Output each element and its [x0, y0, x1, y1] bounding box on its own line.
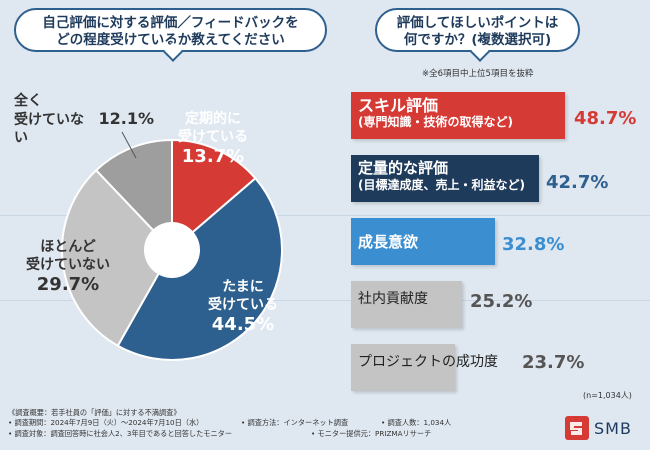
sample-size-note: (n=1,034人)	[583, 391, 632, 400]
bar-value-growth: 32.8%	[502, 234, 565, 255]
bar-project	[351, 344, 455, 391]
pie-center-hole	[144, 222, 200, 278]
bar-value-project: 23.7%	[522, 352, 585, 373]
bar-label-contribution: 社内貢献度	[358, 291, 428, 307]
smb-logo: SMB	[565, 416, 632, 440]
pie-label-never-pct: 12.1%	[98, 109, 154, 128]
bar-contribution	[351, 281, 462, 328]
left-question-line1: 自己評価に対する評価／フィードバックを	[42, 15, 299, 31]
pie-label-sometimes-line2: 受けている	[208, 297, 278, 313]
pie-label-never-line2: 受けていない	[14, 112, 84, 146]
pie-label-regularly-line1: 定期的に	[185, 111, 241, 127]
background-line	[0, 215, 650, 216]
bar-value-quant: 42.7%	[546, 172, 609, 193]
footer-provider: • モニター提供元：PRIZMAリサーチ	[311, 428, 432, 438]
bar-label-quant: 定量的な評価 (目標達成度、売上・利益など)	[358, 160, 525, 194]
right-question-line2: 何ですか？(複数選択可)	[403, 32, 552, 48]
bar-value-contribution: 25.2%	[470, 291, 533, 312]
pie-label-rarely-line1: ほとんど	[40, 239, 96, 255]
right-question-line1: 評価してほしいポイントは	[396, 15, 559, 31]
left-question-line2: どの程度受けているか教えてください	[56, 32, 285, 48]
smb-logo-icon	[565, 416, 589, 440]
pie-label-rarely-pct: 29.7%	[36, 274, 100, 295]
pie-label-regularly-pct: 13.7%	[181, 146, 245, 167]
bar-quant	[351, 155, 539, 202]
footer-period: • 調査期間：2024年7月9日（火）～2024年7月10日（水）	[8, 418, 204, 428]
right-note: ※全6項目中上位5項目を抜粋	[422, 69, 534, 79]
bar-value-skill: 48.7%	[574, 108, 637, 129]
bar-growth	[351, 218, 495, 265]
background-line	[0, 300, 650, 301]
right-question-bubble: 評価してほしいポイントは 何ですか？(複数選択可)	[375, 8, 580, 62]
survey-footer: 《調査概要：若手社員の「評価」に対する不満調査》 • 調査期間：2024年7月9…	[8, 408, 451, 439]
footer-count: • 調査人数：1,034人	[381, 418, 452, 428]
pie-label-rarely-line2: 受けていない	[26, 257, 110, 273]
pie-label-rarely: ほとんど 受けていない 29.7%	[18, 238, 118, 294]
pie-label-never: 全く 受けていない 12.1%	[14, 92, 154, 147]
pie-label-regularly: 定期的に 受けている 13.7%	[168, 110, 258, 166]
footer-overview: 《調査概要：若手社員の「評価」に対する不満調査》	[8, 408, 181, 417]
pie-label-sometimes: たまに 受けている 44.5%	[198, 278, 288, 334]
footer-method: • 調査方法：インターネット調査	[241, 418, 349, 428]
pie-label-regularly-line2: 受けている	[178, 129, 248, 145]
pie-label-sometimes-line1: たまに	[222, 279, 264, 295]
footer-target: • 調査対象：調査回答時に社会人2、3年目であると回答したモニター	[8, 428, 233, 438]
bar-label-quant-line1: 定量的な評価	[358, 159, 449, 177]
bar-label-skill: スキル評価 (専門知識・技術の取得など)	[358, 97, 513, 131]
pie-label-never-line1: 全く	[14, 93, 42, 109]
bar-skill	[351, 92, 565, 139]
bar-label-quant-line2: (目標達成度、売上・利益など)	[358, 178, 525, 192]
left-question-bubble: 自己評価に対する評価／フィードバックを どの程度受けているか教えてください	[14, 8, 327, 62]
bar-label-project: プロジェクトの成功度	[358, 354, 498, 370]
bar-label-skill-line1: スキル評価	[358, 96, 439, 115]
smb-logo-text: SMB	[594, 418, 632, 438]
pie-slice-never	[94, 138, 173, 253]
bar-label-growth: 成長意欲	[358, 233, 419, 251]
pie-label-sometimes-pct: 44.5%	[211, 314, 275, 335]
bar-label-skill-line2: (専門知識・技術の取得など)	[358, 115, 513, 129]
